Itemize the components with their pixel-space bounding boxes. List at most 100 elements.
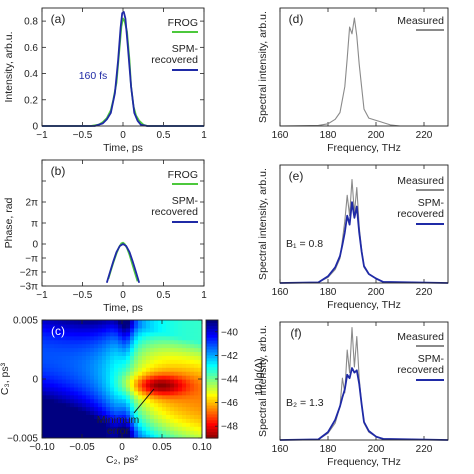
legend-label: Measured	[397, 175, 444, 187]
heatmap-cell	[122, 363, 127, 368]
heatmap-cell	[82, 414, 87, 419]
heatmap-cell	[110, 355, 115, 360]
heatmap-cell	[134, 371, 139, 376]
heatmap-cell	[50, 398, 55, 404]
heatmap-cell	[90, 414, 95, 419]
heatmap-cell	[182, 320, 187, 325]
y-axis-label: Spectral intensity, arb.u.	[257, 168, 269, 280]
heatmap-cell	[94, 398, 99, 404]
heatmap-cell	[114, 430, 119, 435]
heatmap-cell	[94, 426, 99, 431]
heatmap-cell	[162, 355, 167, 360]
colorbar-cell	[206, 396, 218, 401]
heatmap-cell	[158, 406, 163, 412]
y-tick-label: −3π	[20, 282, 38, 293]
heatmap-cell	[126, 320, 131, 325]
heatmap-cell	[78, 422, 83, 427]
heatmap-cell	[158, 414, 163, 419]
heatmap-cell	[82, 359, 87, 364]
heatmap-cell	[86, 430, 91, 435]
heatmap-cell	[142, 359, 147, 364]
heatmap-cell	[178, 335, 183, 341]
heatmap-cell	[118, 343, 123, 349]
heatmap-cell	[98, 339, 103, 345]
heatmap-cell	[62, 335, 67, 341]
heatmap-cell	[66, 371, 71, 376]
legend-label: FROG	[168, 169, 198, 181]
heatmap-cell	[178, 375, 183, 380]
heatmap-cell	[134, 363, 139, 368]
heatmap-cell	[162, 422, 167, 427]
x-tick-label: 0.10	[192, 442, 212, 453]
heatmap-cell	[198, 422, 202, 427]
heatmap-cell	[166, 359, 171, 364]
heatmap-cell	[66, 351, 71, 356]
heatmap-cell	[190, 327, 195, 333]
heatmap-cell	[90, 335, 95, 341]
heatmap-cell	[62, 363, 67, 368]
colorbar-cell	[206, 429, 218, 433]
heatmap-cell	[98, 375, 103, 380]
heatmap-cell	[130, 402, 135, 408]
heatmap-cell	[150, 327, 155, 333]
heatmap-cell	[98, 323, 103, 329]
series-measured-line	[279, 17, 448, 127]
heatmap-cell	[50, 320, 55, 325]
heatmap-cell	[154, 327, 159, 333]
heatmap-cell	[58, 418, 63, 423]
heatmap-cell	[110, 343, 115, 349]
heatmap-cell	[102, 363, 107, 368]
heatmap-cell	[162, 379, 167, 384]
heatmap-cell	[186, 343, 191, 349]
heatmap-cell	[166, 367, 171, 372]
colorbar-cell	[206, 420, 218, 424]
heatmap-cell	[182, 386, 187, 392]
heatmap-cell	[86, 402, 91, 408]
heatmap-cell	[102, 359, 107, 364]
heatmap-cell	[114, 335, 119, 341]
heatmap-cell	[78, 327, 83, 333]
heatmap-cell	[90, 406, 95, 412]
heatmap-cell	[130, 355, 135, 360]
heatmap-cell	[162, 339, 167, 345]
heatmap-cell	[158, 323, 163, 329]
heatmap-cell	[122, 386, 127, 392]
heatmap-cell	[198, 320, 202, 325]
heatmap-cell	[198, 371, 202, 376]
heatmap-cell	[130, 426, 135, 431]
heatmap-cell	[114, 418, 119, 423]
heatmap-cell	[198, 410, 202, 415]
heatmap-cell	[186, 379, 191, 384]
heatmap-cell	[190, 320, 195, 325]
heatmap-cell	[66, 339, 71, 345]
heatmap-cell	[90, 434, 95, 438]
heatmap-cell	[118, 394, 123, 400]
heatmap-cell	[130, 351, 135, 356]
heatmap-cell	[74, 320, 79, 325]
heatmap-cell	[138, 359, 143, 364]
heatmap-cell	[106, 430, 111, 435]
heatmap-cell	[98, 430, 103, 435]
heatmap-cell	[158, 363, 163, 368]
heatmap-cell	[138, 331, 143, 337]
heatmap-cell	[114, 323, 119, 329]
heatmap-cell	[158, 331, 163, 337]
heatmap-cell	[94, 375, 99, 380]
legend-label-part: SPM-	[418, 197, 445, 209]
heatmap-cell	[90, 327, 95, 333]
heatmap-cell	[86, 406, 91, 412]
heatmap-cell	[182, 371, 187, 376]
heatmap-cell	[106, 410, 111, 415]
heatmap-cell	[94, 422, 99, 427]
heatmap-cell	[170, 379, 175, 384]
heatmap-cell	[142, 410, 147, 415]
heatmap-cell	[170, 331, 175, 337]
legend-label-part: recovered	[151, 206, 198, 218]
heatmap-cell	[58, 386, 63, 392]
heatmap-cell	[194, 371, 199, 376]
heatmap-cell	[70, 335, 75, 341]
heatmap-cell	[66, 331, 71, 337]
heatmap-cell	[150, 343, 155, 349]
heatmap-cell	[46, 406, 51, 412]
heatmap-cell	[74, 355, 79, 360]
